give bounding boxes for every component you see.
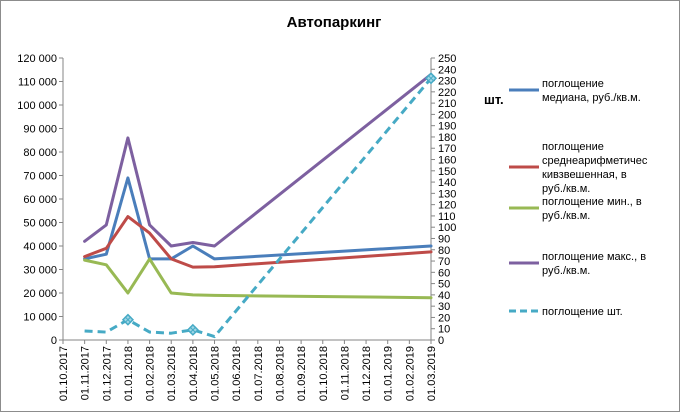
plot-area: 0 10 000 20 000 30 000 40 000 50 000 60 000 70 … [17, 53, 456, 401]
series-line-1 [83, 215, 433, 269]
y-tick-label: 30 000 [23, 265, 57, 277]
chart-title: Автопаркинг [287, 14, 382, 31]
x-tick-label: 01.12.2017 [101, 346, 113, 401]
y-tick-label: 40 000 [23, 241, 57, 253]
x-tick-label: 01.05.2018 [210, 346, 222, 401]
legend-entry-label: поглощение макс., в [542, 251, 646, 263]
legend-entry-label: поглощение [542, 78, 604, 90]
x-tick-label: 01.03.2019 [426, 346, 438, 401]
y2-tick-label: 150 [438, 166, 456, 178]
x-tick-label: 01.10.2018 [318, 346, 330, 401]
x-tick-label: 01.02.2018 [145, 346, 157, 401]
y2-tick-label: 180 [438, 132, 456, 144]
y2-tick-label: 120 [438, 200, 456, 212]
y2-tick-label: 30 [438, 301, 450, 313]
x-tick-label: 01.01.2019 [383, 346, 395, 401]
legend-entry-label: руб./кв.м. [542, 265, 590, 277]
y2-tick-label: 190 [438, 121, 456, 133]
y2-tick-label: 90 [438, 233, 450, 245]
series-point-marker [424, 72, 438, 85]
y2-tick-label: 130 [438, 188, 456, 200]
legend-entry-label: среднеарифметичес [542, 155, 648, 167]
y-tick-label: 20 000 [23, 288, 57, 300]
y2-tick-label: 60 [438, 267, 450, 279]
legend-entry-label: поглощение [542, 141, 604, 153]
legend-entry-label: медиана, руб./кв.м. [542, 92, 641, 104]
series-line-0 [83, 176, 433, 261]
y2-tick-label: 220 [438, 87, 456, 99]
y-tick-label: 80 000 [23, 147, 57, 159]
y2-tick-label: 230 [438, 76, 456, 88]
x-tick-label: 01.02.2019 [404, 346, 416, 401]
x-tick-label: 01.11.2018 [339, 346, 351, 400]
x-tick-label: 01.07.2018 [253, 346, 265, 401]
y2-tick-label: 40 [438, 290, 450, 302]
x-tick-label: 01.09.2018 [296, 346, 308, 401]
legend-entry-label: поглощение мин., в [542, 196, 642, 208]
y2-tick-label: 250 [438, 53, 456, 65]
series-point-marker [121, 313, 135, 326]
marker-cross [189, 326, 197, 334]
y-tick-label: 50 000 [23, 218, 57, 230]
x-tick-label: 01.12.2018 [361, 346, 373, 401]
y-tick-label: 90 000 [23, 124, 57, 136]
y-tick-label: 120 000 [17, 53, 57, 65]
x-tick-label: 01.01.2018 [123, 346, 135, 401]
legend-entry-label: кивзвешенная, в [542, 169, 627, 181]
y-tick-label: 70 000 [23, 171, 57, 183]
legend-entry-label: поглощение шт. [542, 306, 623, 318]
series-line-3 [83, 72, 433, 248]
y-tick-label: 60 000 [23, 194, 57, 206]
y2-tick-label: 100 [438, 222, 456, 234]
x-tick-label: 01.08.2018 [274, 346, 286, 401]
y-tick-label: 0 [51, 335, 57, 347]
y-tick-label: 100 000 [17, 100, 57, 112]
marker-cross [124, 316, 132, 324]
marker-cross [427, 74, 435, 82]
y2-tick-label: 210 [438, 98, 456, 110]
y-tick-label: 110 000 [18, 77, 57, 89]
y2-tick-label: 160 [438, 155, 456, 167]
y2-tick-label: 80 [438, 245, 450, 257]
y2-tick-label: 200 [438, 109, 456, 121]
y2-tick-label: 20 [438, 312, 450, 324]
legend-entry-label: руб./кв.м. [542, 183, 590, 195]
y2-tick-label: 10 [438, 324, 450, 336]
x-tick-label: 01.06.2018 [231, 346, 243, 401]
x-tick-label: 01.10.2017 [58, 346, 70, 401]
y2-tick-label: 170 [438, 143, 456, 155]
y2-tick-label: 110 [438, 211, 456, 223]
y2-tick-label: 140 [438, 177, 456, 189]
y2-tick-label: 240 [438, 64, 456, 76]
legend: поглощение медиана, руб./кв.м. поглощение с… [509, 78, 648, 318]
series-line-4 [84, 77, 433, 339]
x-tick-label: 01.04.2018 [188, 346, 200, 401]
x-tick-label: 01.11.2017 [80, 346, 92, 400]
legend-entry-label: руб./кв.м. [542, 210, 590, 222]
right-axis-unit: шт. [484, 92, 504, 107]
y2-tick-label: 70 [438, 256, 450, 268]
series-point-marker [186, 323, 199, 336]
series-line-2 [83, 257, 433, 300]
y2-tick-label: 0 [438, 335, 444, 347]
x-tick-label: 01.03.2018 [166, 346, 178, 401]
y2-tick-label: 50 [438, 279, 450, 291]
y-tick-label: 10 000 [23, 312, 57, 324]
